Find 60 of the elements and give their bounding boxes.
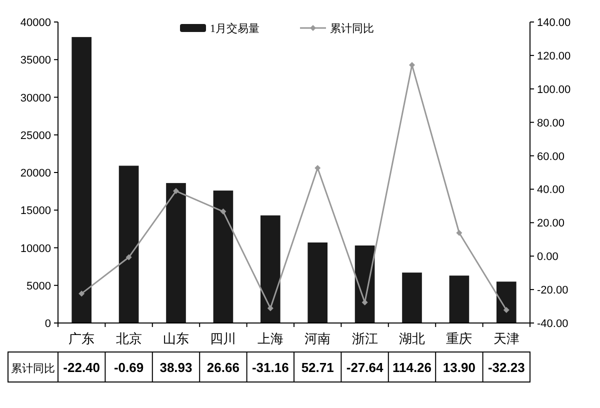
y-tick-label: 0 <box>44 318 51 330</box>
point <box>126 254 132 260</box>
bar <box>354 245 375 323</box>
legend-label: 累计同比 <box>330 22 374 35</box>
data-label: 52.71 <box>301 360 334 375</box>
point <box>503 307 510 314</box>
y2-tick-label: -40.00 <box>537 318 568 330</box>
y-tick-label: 5000 <box>26 280 51 292</box>
bar <box>166 183 186 323</box>
text: 累计同比 <box>11 363 55 375</box>
y-tick-label: 10000 <box>20 242 51 255</box>
data-label: -27.64 <box>346 360 384 375</box>
x-tick-label: 上海 <box>257 331 284 346</box>
bar <box>72 37 92 323</box>
y-tick-label: 35000 <box>20 54 51 67</box>
y-tick-label: 20000 <box>20 168 51 180</box>
point <box>173 188 179 194</box>
point <box>220 208 226 215</box>
x-tick-label: 广东 <box>68 331 95 346</box>
y-tick-label: 40000 <box>20 17 51 29</box>
y2-tick-label: 0.00 <box>537 251 558 264</box>
y2-tick-label: 40.00 <box>537 184 565 196</box>
y2-tick-label: 20.00 <box>537 218 565 230</box>
bar <box>213 190 234 323</box>
data-label: -0.69 <box>114 360 144 375</box>
x-tick-label: 湖北 <box>399 331 425 346</box>
bar <box>308 242 328 323</box>
data-label: -32.23 <box>488 360 525 375</box>
y2-tick-label: 140.00 <box>537 17 571 29</box>
x-tick-label: 河南 <box>304 331 331 346</box>
bar <box>118 166 139 323</box>
x-tick-label: 重庆 <box>446 331 472 346</box>
point <box>456 230 462 236</box>
point <box>314 164 321 171</box>
y2-tick-label: -20.00 <box>537 284 568 297</box>
y2-tick-label: 100.00 <box>537 84 571 96</box>
y-tick-label: 25000 <box>20 130 51 142</box>
bar <box>260 215 280 323</box>
x-tick-label: 浙江 <box>352 331 378 346</box>
data-label: 114.26 <box>392 360 432 375</box>
x-tick-label: 天津 <box>493 331 520 346</box>
data-label: 26.66 <box>206 360 240 375</box>
point <box>78 290 85 297</box>
data-label: -22.40 <box>63 360 100 375</box>
y2-tick-label: 120.00 <box>537 50 571 62</box>
x-tick-label: 山东 <box>163 331 189 346</box>
point <box>267 305 274 312</box>
data-label: 38.93 <box>160 360 192 375</box>
bar <box>402 272 422 323</box>
x-tick-label: 四川 <box>210 331 236 346</box>
y2-tick-label: 60.00 <box>537 150 565 163</box>
legend-label: 1月交易量 <box>210 22 260 35</box>
data-label: -31.16 <box>252 360 289 375</box>
bar <box>496 282 516 323</box>
y2-tick-label: 80.00 <box>537 117 565 130</box>
data-label: 13.90 <box>442 360 476 375</box>
bar <box>449 276 470 323</box>
x-tick-label: 北京 <box>116 331 142 346</box>
y-tick-label: 15000 <box>20 205 51 218</box>
y-tick-label: 30000 <box>20 92 51 104</box>
